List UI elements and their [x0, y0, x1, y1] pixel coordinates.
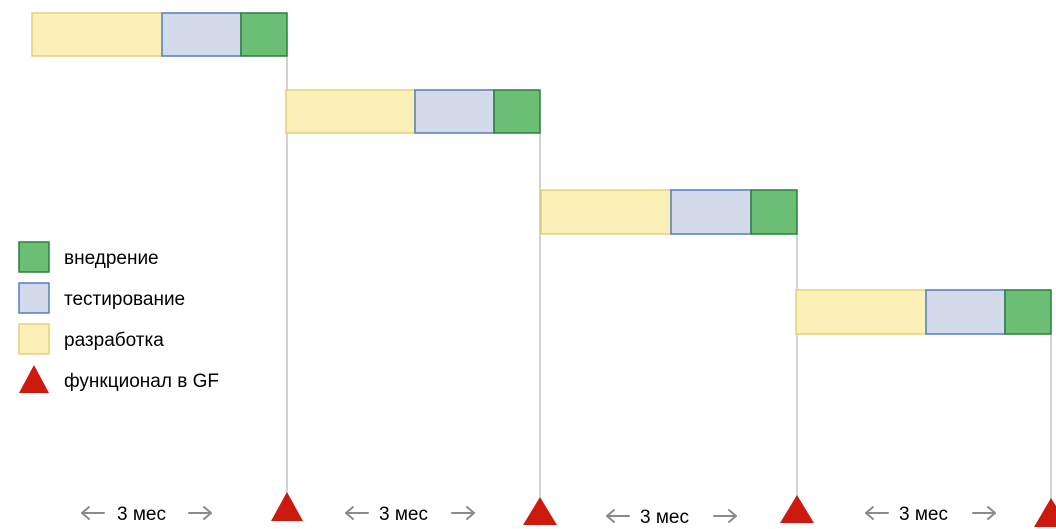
deployment-phase [493, 89, 541, 134]
testing-phase [670, 189, 752, 235]
development-phase [31, 12, 163, 57]
legend-testing-label: тестирование [64, 289, 185, 310]
deployment-phase [750, 189, 798, 235]
cycle-2 [285, 89, 541, 134]
left-arrow-icon [865, 506, 889, 520]
legend-deployment-swatch [18, 241, 50, 273]
legend-release-triangle-icon [19, 365, 49, 393]
period-2: 3 мес [345, 504, 475, 525]
legend: внедрение тестирование разработка функци… [18, 241, 219, 393]
left-arrow-icon [81, 506, 105, 520]
right-arrow-icon [451, 506, 475, 520]
deployment-phase [1004, 289, 1052, 335]
development-phase [795, 289, 927, 335]
testing-phase [414, 89, 495, 134]
testing-phase [161, 12, 242, 57]
release-triangle-icon [1034, 498, 1056, 527]
cycle-4 [795, 289, 1052, 335]
right-arrow-icon [972, 506, 996, 520]
legend-testing-swatch [18, 282, 50, 314]
cycle-1 [31, 12, 288, 57]
release-triangle-icon [523, 497, 557, 525]
release-markers [271, 492, 1056, 527]
left-arrow-icon [345, 506, 369, 520]
development-phase [285, 89, 416, 134]
legend-deployment-label: внедрение [64, 248, 159, 269]
release-triangle-icon [780, 495, 814, 523]
release-triangle-icon [271, 492, 303, 521]
deployment-phase [240, 12, 288, 57]
period-label: 3 мес [379, 504, 428, 525]
period-label: 3 мес [117, 504, 166, 525]
development-phase [540, 189, 672, 235]
right-arrow-icon [713, 509, 737, 523]
cycle-3 [540, 189, 798, 235]
left-arrow-icon [606, 509, 630, 523]
legend-development-label: разработка [64, 330, 164, 351]
right-arrow-icon [188, 506, 212, 520]
period-label: 3 мес [640, 507, 689, 528]
testing-phase [925, 289, 1006, 335]
period-label: 3 мес [899, 504, 948, 525]
legend-release-label: функционал в GF [64, 371, 219, 392]
legend-development-swatch [18, 323, 50, 355]
period-4: 3 мес [865, 504, 996, 525]
period-1: 3 мес [81, 504, 212, 525]
period-3: 3 мес [606, 507, 737, 528]
